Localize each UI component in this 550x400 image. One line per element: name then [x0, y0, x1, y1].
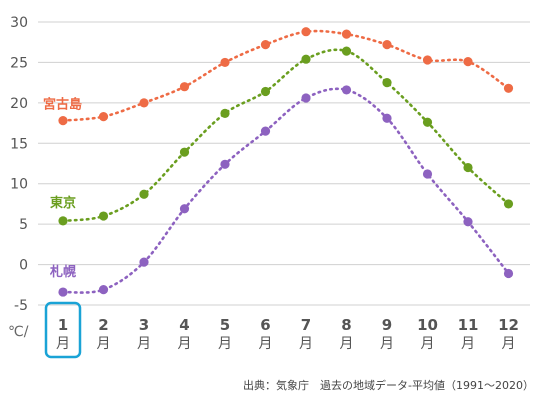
data-point [139, 189, 149, 199]
data-point [382, 78, 392, 88]
data-point [301, 93, 311, 103]
x-tick-label: 2 [98, 316, 108, 334]
y-tick-label: 0 [19, 258, 28, 274]
x-tick-unit: 月 [502, 336, 516, 352]
x-tick-unit: 月 [461, 336, 475, 352]
source-note: 出典：気象庁 過去の地域データ-平均値（1991〜2020） [243, 379, 534, 392]
x-tick-label: 12 [498, 316, 519, 334]
x-tick-label: 7 [301, 316, 311, 334]
x-tick-unit: 月 [421, 336, 435, 352]
x-tick-label: 11 [458, 316, 479, 334]
x-tick-label: 4 [179, 316, 189, 334]
data-point [463, 57, 473, 67]
data-point [98, 112, 109, 122]
y-tick-label: 10 [10, 177, 28, 193]
y-tick-label: 20 [10, 96, 28, 112]
x-tick-unit: 月 [97, 336, 111, 352]
x-tick-label: 10 [417, 316, 438, 334]
x-tick-unit: 月 [380, 336, 394, 352]
data-point [139, 98, 149, 108]
x-tick-label: 1 [58, 316, 68, 334]
data-point [341, 29, 352, 39]
data-point [422, 117, 433, 127]
highlight-box [44, 301, 82, 359]
y-tick-label: 5 [19, 217, 28, 233]
x-tick-unit: 月 [56, 336, 70, 352]
highlighted-month [44, 301, 82, 359]
x-tick-unit: 月 [137, 336, 151, 352]
y-tick-label: 30 [10, 15, 28, 31]
x-tick-label: 5 [220, 316, 230, 334]
data-point [58, 216, 68, 226]
series-label: 東京 [50, 195, 76, 211]
series-label: 宮古島 [43, 97, 82, 113]
x-tick-label: 8 [341, 316, 351, 334]
gridlines [38, 21, 530, 306]
x-axis-ticks: 1 月 2 月 3 月 4 月 5 月 6 月 7 月 8 月 9 月 10 月 11 月 12 月 [56, 316, 519, 352]
data-point [179, 82, 190, 92]
data-point [260, 126, 271, 136]
data-point [179, 147, 190, 157]
x-tick-unit: 月 [178, 336, 192, 352]
x-tick-unit: 月 [299, 336, 313, 352]
data-point [220, 159, 230, 169]
data-point [463, 217, 473, 227]
data-point [260, 40, 271, 50]
data-point [260, 86, 271, 97]
series-lines [58, 27, 514, 297]
data-point [503, 268, 514, 279]
data-point [503, 83, 514, 93]
x-tick-label: 9 [382, 316, 392, 334]
series-line [61, 48, 510, 223]
data-point [341, 46, 352, 56]
data-point [422, 169, 433, 179]
data-point [341, 85, 352, 95]
y-tick-label: 15 [10, 136, 28, 152]
data-point [422, 55, 433, 65]
data-point [139, 257, 149, 267]
data-point [220, 108, 230, 118]
y-axis-ticks: -5 0 5 10 15 20 25 30 [10, 15, 28, 314]
y-tick-label: 25 [10, 55, 28, 71]
x-tick-unit: 月 [259, 336, 273, 352]
data-point [58, 287, 68, 297]
data-point [301, 27, 311, 37]
x-tick-unit: 月 [218, 336, 232, 352]
data-point [382, 40, 392, 50]
y-tick-label: -5 [14, 298, 28, 314]
x-tick-label: 3 [139, 316, 149, 334]
x-tick-unit: 月 [340, 336, 354, 352]
series-line [61, 87, 510, 294]
series-line [61, 29, 510, 122]
data-point [179, 204, 190, 214]
series-label: 札幌 [49, 264, 76, 280]
data-point [301, 54, 311, 64]
data-point [220, 57, 230, 68]
unit-label: ℃/ [8, 324, 29, 340]
data-point [58, 116, 68, 126]
data-point [463, 162, 473, 173]
x-tick-label: 6 [260, 316, 270, 334]
data-point [503, 199, 514, 209]
data-point [382, 113, 392, 123]
data-point [98, 285, 109, 295]
data-point [98, 211, 109, 221]
